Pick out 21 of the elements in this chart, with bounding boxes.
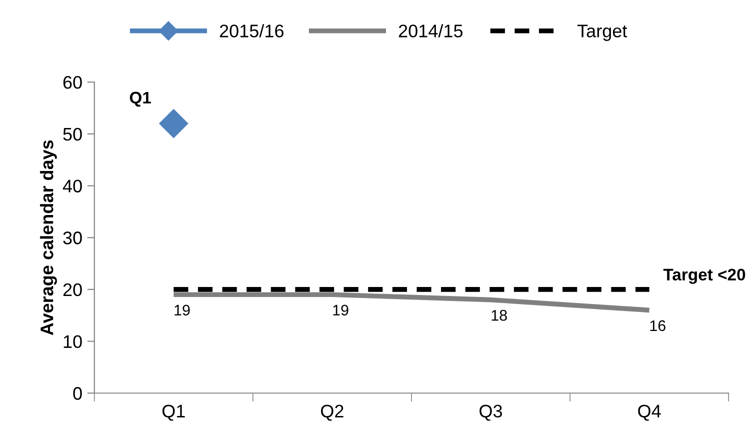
x-tick-label: Q1 — [162, 404, 185, 421]
y-tick-label: 50 — [63, 128, 82, 141]
y-tick-label: 10 — [64, 335, 82, 348]
data-label: 16 — [650, 320, 666, 332]
legend-label: 2015/16 — [220, 24, 284, 38]
y-tick-label: 60 — [63, 76, 82, 89]
data-label: 19 — [333, 304, 348, 316]
annotation: Target <20 — [663, 268, 746, 284]
legend-label: 2014/15 — [398, 24, 463, 38]
y-tick-label: 40 — [62, 180, 82, 192]
y-axis-title: Average calendar days — [40, 140, 57, 336]
legend-label: Target — [577, 24, 628, 41]
x-tick-label: Q2 — [321, 404, 344, 421]
x-tick-label: Q3 — [480, 404, 502, 421]
y-tick-label: 0 — [73, 387, 82, 400]
y-tick-label: 30 — [63, 232, 82, 244]
data-label: 18 — [492, 310, 507, 321]
annotation: Q1 — [130, 92, 151, 107]
x-tick-label: Q4 — [638, 404, 661, 421]
data-label: 19 — [174, 304, 190, 316]
y-tick-label: 20 — [63, 283, 82, 296]
